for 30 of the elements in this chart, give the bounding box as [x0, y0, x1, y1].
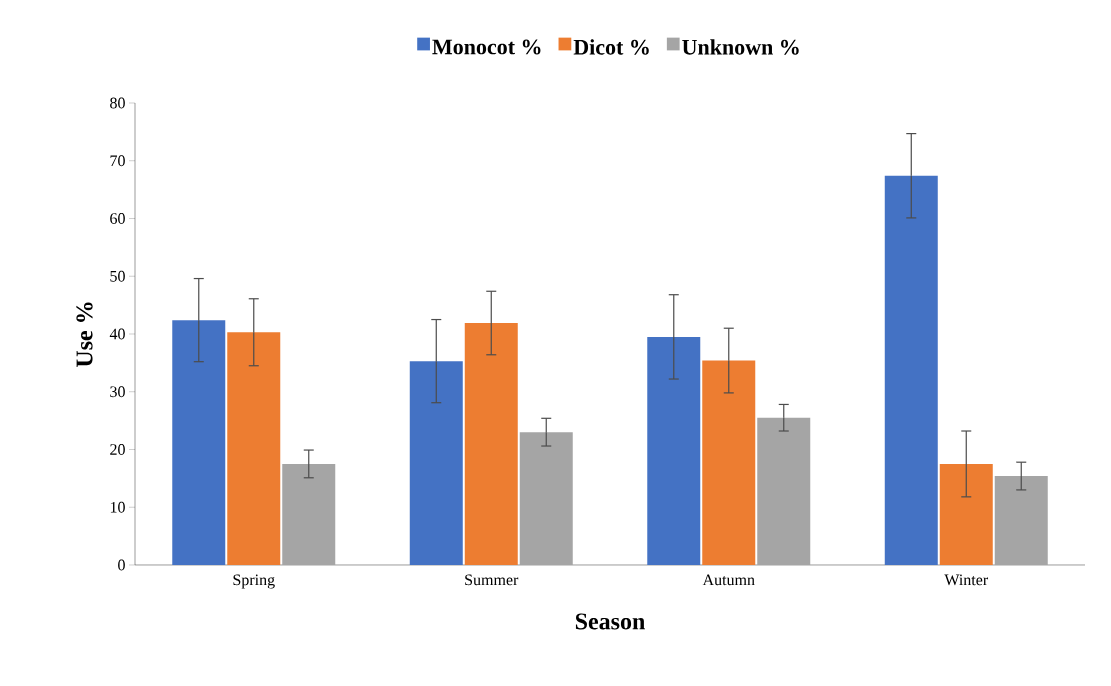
legend-label: Unknown %	[682, 39, 799, 55]
bar	[409, 361, 463, 565]
bar	[994, 476, 1048, 565]
bar	[519, 432, 573, 565]
y-tick-label: 40	[109, 328, 125, 340]
y-tick-label: 30	[110, 386, 125, 398]
bar	[702, 360, 756, 565]
bar	[884, 175, 938, 565]
x-tick-label: Spring	[233, 574, 275, 589]
legend-label: Monocot %	[432, 39, 541, 55]
bar	[282, 463, 336, 565]
y-tick-label: 70	[110, 155, 125, 167]
bar	[647, 336, 701, 565]
bar	[227, 332, 281, 565]
y-tick-label: 20	[110, 444, 125, 455]
y-tick-label: 80	[110, 97, 125, 109]
y-tick-label: 60	[110, 213, 125, 224]
x-axis-title: Season	[575, 613, 645, 630]
y-tick-label: 10	[110, 501, 125, 513]
x-tick-label: Winter	[944, 574, 989, 586]
y-tick-label: 50	[110, 270, 125, 282]
bar	[464, 323, 518, 565]
bar	[172, 320, 226, 565]
bar	[757, 417, 811, 565]
legend-label: Dicot %	[573, 39, 649, 55]
y-axis-title: Use %	[76, 302, 93, 368]
bar	[939, 463, 993, 565]
x-tick-label: Autumn	[702, 574, 755, 586]
y-tick-label: 0	[118, 559, 125, 571]
x-tick-label: Summer	[465, 574, 519, 586]
